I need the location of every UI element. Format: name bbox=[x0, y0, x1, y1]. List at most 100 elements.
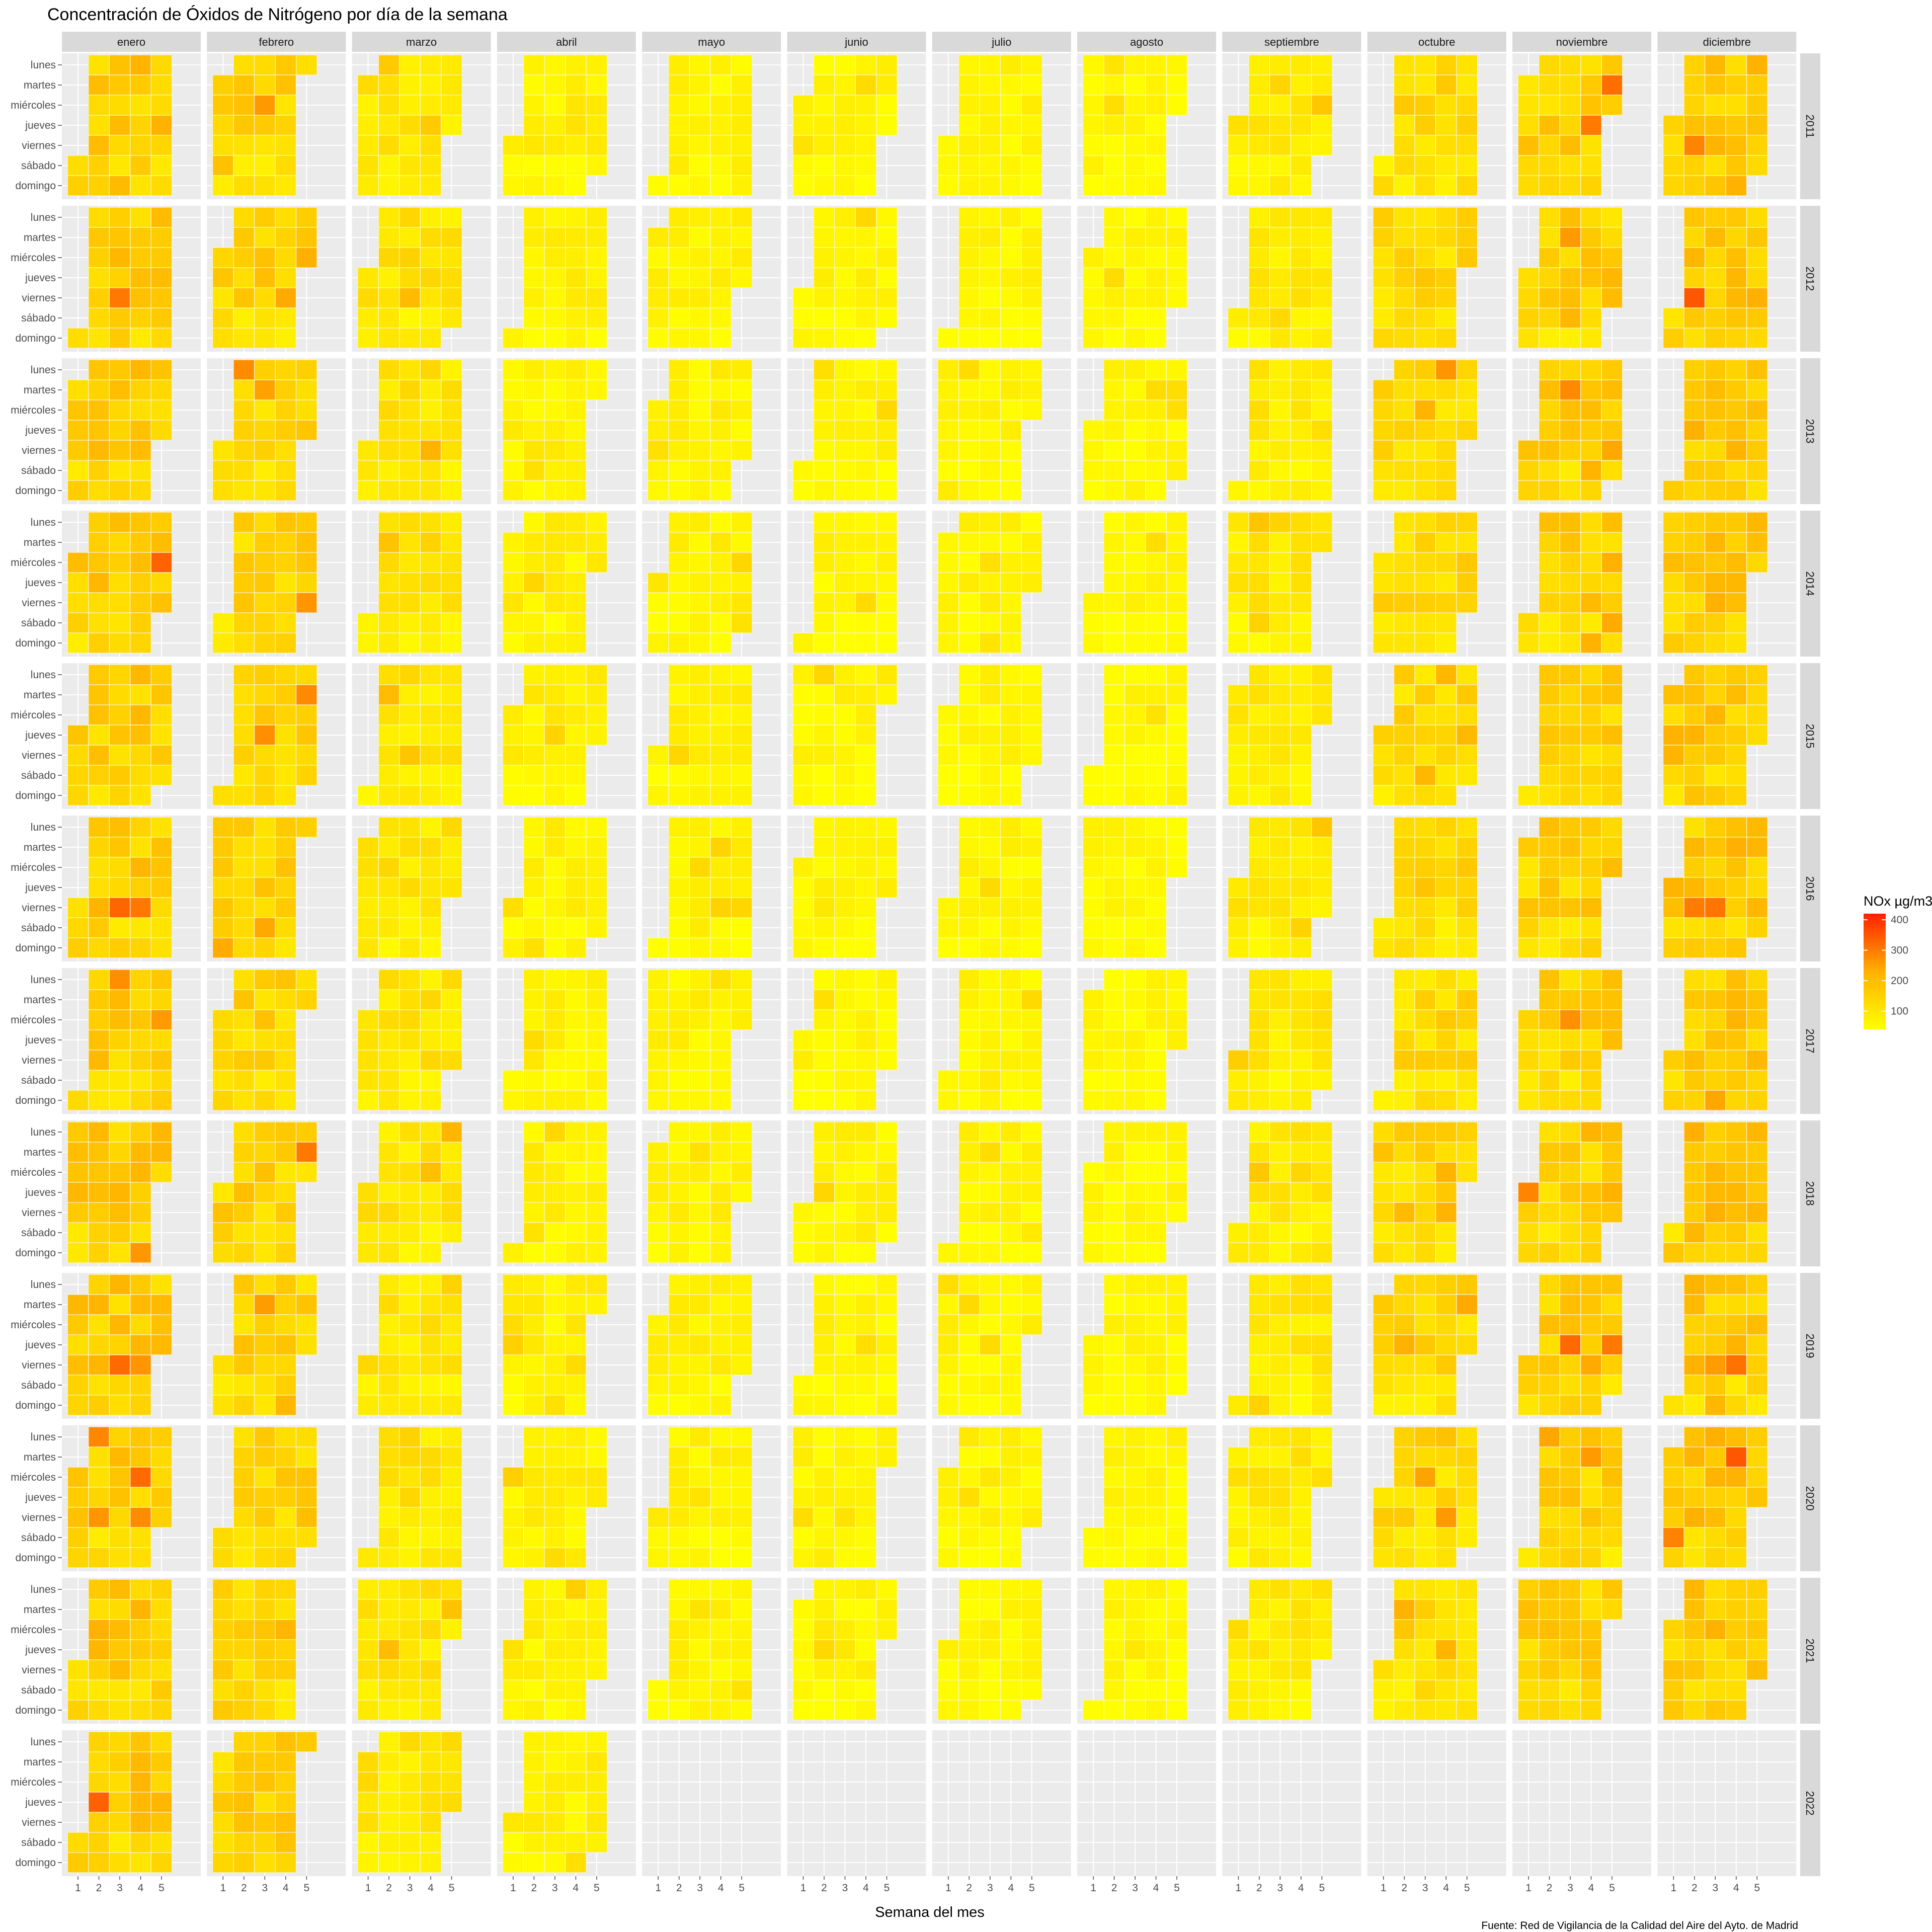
heatmap-cell bbox=[1705, 785, 1726, 806]
heatmap-cell bbox=[710, 1162, 732, 1182]
heatmap-cell bbox=[876, 1295, 898, 1315]
heatmap-cell bbox=[980, 1070, 1001, 1090]
heatmap-cell bbox=[1539, 990, 1560, 1010]
heatmap-cell bbox=[130, 765, 151, 785]
heatmap-cell bbox=[109, 665, 130, 685]
heatmap-cell bbox=[1560, 400, 1581, 420]
heatmap-cell bbox=[1394, 380, 1415, 400]
heatmap-cell bbox=[544, 1274, 566, 1295]
heatmap-cell bbox=[959, 360, 980, 380]
heatmap-cell bbox=[1373, 1162, 1394, 1182]
heatmap-cell bbox=[130, 685, 151, 705]
heatmap-cell bbox=[855, 613, 876, 633]
heatmap-cell bbox=[1104, 95, 1125, 115]
heatmap-cell bbox=[1684, 633, 1705, 653]
heatmap-cell bbox=[399, 227, 421, 248]
heatmap-cell bbox=[1124, 705, 1146, 725]
heatmap-cell bbox=[814, 898, 835, 918]
heatmap-cell bbox=[876, 990, 898, 1010]
heatmap-cell bbox=[793, 857, 814, 877]
heatmap-cell bbox=[669, 532, 690, 552]
heatmap-cell bbox=[420, 460, 441, 480]
heatmap-cell bbox=[1373, 480, 1394, 501]
heatmap-cell bbox=[959, 705, 980, 725]
heatmap-cell bbox=[814, 990, 835, 1010]
heatmap-cell bbox=[399, 837, 421, 857]
heatmap-cell bbox=[1581, 532, 1602, 552]
heatmap-cell bbox=[1373, 227, 1394, 248]
heatmap-cell bbox=[1394, 898, 1415, 918]
heatmap-cell bbox=[1270, 593, 1291, 613]
heatmap-cell bbox=[586, 898, 607, 918]
heatmap-cell bbox=[1539, 918, 1560, 938]
heatmap-cell bbox=[1291, 1335, 1312, 1355]
heatmap-cell bbox=[255, 1355, 276, 1375]
heatmap-cell bbox=[1747, 155, 1768, 176]
heatmap-cell bbox=[503, 360, 524, 380]
heatmap-cell bbox=[669, 857, 690, 877]
heatmap-cell bbox=[1249, 613, 1270, 633]
heatmap-cell bbox=[1373, 725, 1394, 745]
heatmap-cell bbox=[1001, 1243, 1022, 1263]
heatmap-cell bbox=[524, 970, 545, 990]
heatmap-cell bbox=[1435, 268, 1457, 288]
heatmap-cell bbox=[1663, 765, 1684, 785]
heatmap-cell bbox=[1124, 512, 1146, 532]
heatmap-cell bbox=[1747, 532, 1768, 552]
heatmap-cell bbox=[1373, 745, 1394, 765]
heatmap-cell bbox=[89, 1427, 110, 1447]
heatmap-cell bbox=[731, 745, 752, 765]
heatmap-cell bbox=[855, 1427, 876, 1447]
heatmap-cell bbox=[1146, 1335, 1167, 1355]
heatmap-cell bbox=[1581, 460, 1602, 480]
heatmap-cell bbox=[1083, 420, 1104, 440]
heatmap-cell bbox=[524, 745, 545, 765]
heatmap-cell bbox=[1291, 1295, 1312, 1315]
heatmap-cell bbox=[67, 573, 89, 593]
heatmap-cell bbox=[1312, 1295, 1333, 1315]
heatmap-cell bbox=[544, 55, 566, 75]
heatmap-cell bbox=[1249, 817, 1270, 837]
heatmap-cell bbox=[1270, 268, 1291, 288]
heatmap-cell bbox=[275, 328, 296, 348]
heatmap-cell bbox=[814, 1070, 835, 1090]
heatmap-cell bbox=[1104, 1467, 1125, 1487]
heatmap-cell bbox=[980, 95, 1001, 115]
heatmap-cell bbox=[1104, 400, 1125, 420]
heatmap-cell bbox=[814, 176, 835, 196]
heatmap-cell bbox=[89, 938, 110, 958]
heatmap-cell bbox=[1228, 938, 1249, 958]
heatmap-cell bbox=[1394, 552, 1415, 573]
heatmap-cell bbox=[669, 705, 690, 725]
heatmap-cell bbox=[938, 1274, 959, 1295]
heatmap-cell bbox=[1083, 95, 1104, 115]
heatmap-cell bbox=[67, 552, 89, 573]
heatmap-cell bbox=[1435, 1274, 1457, 1295]
heatmap-cell bbox=[1415, 837, 1436, 857]
heatmap-cell bbox=[275, 1182, 296, 1202]
heatmap-cell bbox=[855, 552, 876, 573]
heatmap-cell bbox=[151, 1010, 172, 1030]
heatmap-cell bbox=[524, 685, 545, 705]
heatmap-cell bbox=[524, 1467, 545, 1487]
heatmap-cell bbox=[1581, 440, 1602, 460]
heatmap-cell bbox=[731, 857, 752, 877]
heatmap-cell bbox=[1684, 1010, 1705, 1030]
heatmap-cell bbox=[1021, 268, 1042, 288]
heatmap-cell bbox=[1726, 207, 1747, 227]
heatmap-cell bbox=[1124, 115, 1146, 135]
heatmap-cell bbox=[1663, 480, 1684, 501]
heatmap-cell bbox=[275, 1527, 296, 1548]
heatmap-cell bbox=[1001, 665, 1022, 685]
heatmap-cell bbox=[814, 115, 835, 135]
heatmap-cell bbox=[855, 1507, 876, 1527]
heatmap-cell bbox=[1663, 1090, 1684, 1110]
heatmap-cell bbox=[938, 480, 959, 501]
heatmap-cell bbox=[1457, 1030, 1478, 1050]
heatmap-cell bbox=[1124, 1223, 1146, 1243]
heatmap-cell bbox=[1166, 665, 1187, 685]
heatmap-cell bbox=[1726, 857, 1747, 877]
heatmap-cell bbox=[441, 1375, 462, 1395]
heatmap-cell bbox=[255, 1070, 276, 1090]
heatmap-cell bbox=[1249, 176, 1270, 196]
